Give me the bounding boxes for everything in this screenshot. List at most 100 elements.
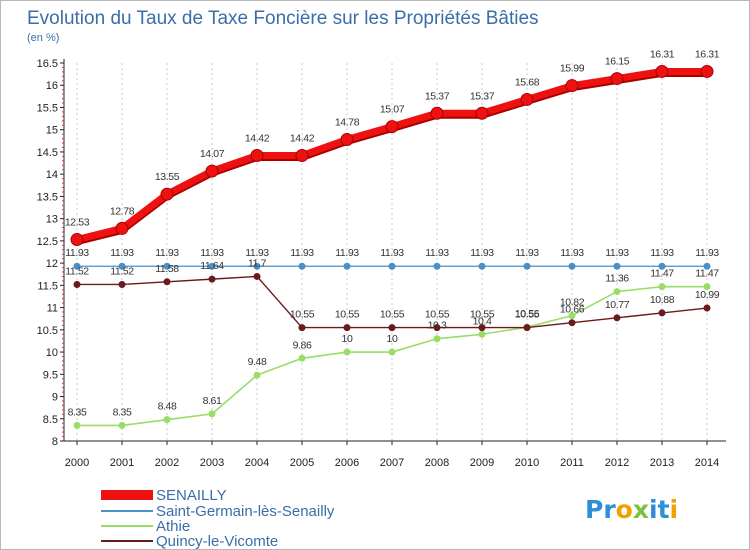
y-tick-label: 14: [46, 169, 58, 181]
legend-item-Saint-Germain-lès-Senailly: Saint-Germain-lès-Senailly: [101, 503, 335, 520]
data-point: [208, 262, 216, 270]
data-label: 11.93: [695, 247, 719, 259]
data-point: [208, 410, 216, 418]
data-label: 10.88: [650, 294, 675, 306]
data-point: [703, 283, 711, 291]
data-point: [163, 278, 171, 286]
data-point: [118, 280, 126, 288]
data-point: [478, 330, 486, 338]
data-point: [298, 324, 306, 332]
data-point: [430, 106, 444, 120]
logo-letter: o: [616, 495, 633, 524]
data-label: 16.31: [695, 48, 720, 60]
data-label: 14.07: [200, 148, 225, 160]
data-point: [118, 262, 126, 270]
x-tick-label: 2006: [335, 457, 359, 469]
y-tick-label: 9: [52, 392, 58, 404]
data-label: 11.93: [110, 247, 134, 259]
data-label: 12.53: [65, 217, 90, 229]
data-point: [478, 262, 486, 270]
legend: SENAILLYSaint-Germain-lès-SenaillyAthieQ…: [101, 487, 335, 549]
data-label: 11.93: [380, 247, 404, 259]
data-point: [343, 262, 351, 270]
data-point: [73, 421, 81, 429]
data-label: 13.55: [155, 171, 180, 183]
data-point: [658, 262, 666, 270]
data-point: [340, 132, 354, 146]
x-tick-label: 2014: [695, 457, 719, 469]
data-point: [703, 262, 711, 270]
x-tick-label: 2002: [155, 457, 179, 469]
x-tick-label: 2005: [290, 457, 314, 469]
series-Athie: [73, 283, 711, 429]
data-point: [700, 64, 714, 78]
data-label: 11.52: [110, 265, 134, 277]
data-point: [520, 92, 534, 106]
data-point: [208, 275, 216, 283]
data-label: 11.36: [605, 273, 629, 285]
data-point: [388, 324, 396, 332]
data-label: 14.42: [245, 132, 270, 144]
data-label: 14.78: [335, 116, 360, 128]
data-point: [163, 416, 171, 424]
data-label: 15.68: [515, 76, 540, 88]
legend-label: SENAILLY: [156, 487, 227, 504]
data-point: [475, 106, 489, 120]
data-point: [568, 262, 576, 270]
data-label: 11.93: [200, 247, 224, 259]
x-tick-label: 2012: [605, 457, 629, 469]
data-point: [253, 371, 261, 379]
data-label: 10.99: [695, 289, 720, 301]
data-point: [253, 272, 261, 280]
data-label: 16.31: [650, 48, 675, 60]
x-tick-label: 2000: [65, 457, 89, 469]
data-point: [73, 280, 81, 288]
series-SENAILLY: [70, 64, 714, 247]
data-point: [250, 148, 264, 162]
data-point: [565, 79, 579, 93]
data-label: 9.86: [293, 339, 312, 351]
data-label: 11.93: [155, 247, 179, 259]
y-tick-label: 8: [52, 436, 58, 448]
y-tick-label: 11.5: [37, 280, 58, 292]
data-point: [523, 324, 531, 332]
data-label: 11.52: [65, 265, 89, 277]
series-group: [70, 64, 714, 429]
data-point: [523, 262, 531, 270]
data-point: [70, 233, 84, 247]
data-label: 11.93: [560, 247, 584, 259]
legend-swatch: [101, 490, 153, 500]
data-point: [613, 262, 621, 270]
data-label: 10.3: [428, 320, 447, 332]
logo-letter: i: [670, 495, 679, 524]
data-point: [613, 314, 621, 322]
logo-letter: x: [633, 495, 649, 524]
legend-item-SENAILLY: SENAILLY: [101, 487, 227, 504]
data-label: 12.78: [110, 205, 135, 217]
data-point: [343, 324, 351, 332]
x-tick-label: 2007: [380, 457, 404, 469]
y-tick-label: 9.5: [43, 369, 58, 381]
data-label: 10.55: [425, 309, 450, 321]
data-label: 11.93: [425, 247, 449, 259]
data-point: [343, 348, 351, 356]
data-label: 10.55: [515, 309, 540, 321]
data-label: 11.93: [335, 247, 359, 259]
data-label: 8.35: [113, 406, 132, 418]
data-point: [205, 164, 219, 178]
y-tick-label: 10: [46, 347, 58, 359]
data-label: 15.37: [425, 90, 450, 102]
data-label: 11.64: [200, 260, 224, 272]
y-tick-label: 10.5: [37, 325, 58, 337]
data-point: [115, 221, 129, 235]
data-label: 15.07: [380, 104, 405, 116]
legend-label: Saint-Germain-lès-Senailly: [156, 503, 335, 520]
data-point: [118, 421, 126, 429]
data-point: [385, 120, 399, 134]
y-tick-label: 16: [46, 80, 58, 92]
logo-text: Proxiti: [585, 495, 678, 524]
data-point: [163, 262, 171, 270]
x-tick-label: 2013: [650, 457, 674, 469]
data-point: [568, 319, 576, 327]
